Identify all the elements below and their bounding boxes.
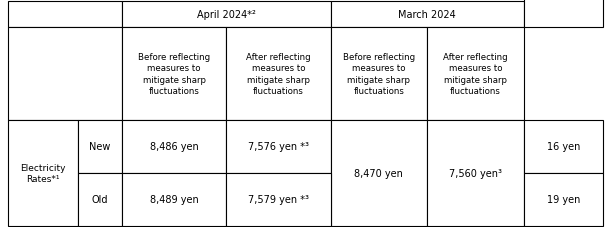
Text: Old: Old (92, 195, 108, 205)
Text: 8,470 yen: 8,470 yen (354, 168, 403, 178)
Bar (331, 28, 427, 120)
Text: April 2024*²: April 2024*² (197, 10, 256, 20)
Text: 19 yen: 19 yen (547, 195, 580, 205)
Text: 7,560 yen³: 7,560 yen³ (449, 168, 502, 178)
Bar (122, 28, 226, 120)
Text: 7,576 yen *³: 7,576 yen *³ (248, 142, 309, 152)
Bar (427, 28, 524, 120)
Text: Before reflecting
measures to
mitigate sharp
fluctuations: Before reflecting measures to mitigate s… (343, 53, 415, 96)
Text: 16 yen: 16 yen (547, 142, 580, 152)
Text: March 2024: March 2024 (398, 10, 456, 20)
Text: After reflecting
measures to
mitigate sharp
fluctuations: After reflecting measures to mitigate sh… (246, 53, 311, 96)
Bar (8, 2, 122, 28)
Bar (122, 2, 331, 28)
Bar (122, 120, 226, 173)
Bar (8, 28, 122, 120)
Bar (331, 2, 524, 28)
Bar (524, 173, 603, 226)
Text: New: New (89, 142, 111, 152)
Text: 7,579 yen *³: 7,579 yen *³ (248, 195, 309, 205)
Bar (331, 120, 427, 226)
Bar (78, 173, 122, 226)
Text: Electricity
Rates*¹: Electricity Rates*¹ (20, 163, 65, 183)
Bar (78, 120, 122, 173)
Text: After reflecting
measures to
mitigate sharp
fluctuations: After reflecting measures to mitigate sh… (443, 53, 508, 96)
Bar (226, 120, 331, 173)
Text: 8,489 yen: 8,489 yen (150, 195, 199, 205)
Bar (524, 120, 603, 173)
Bar (8, 120, 78, 226)
Bar (427, 120, 524, 226)
Bar (226, 173, 331, 226)
Text: Before reflecting
measures to
mitigate sharp
fluctuations: Before reflecting measures to mitigate s… (138, 53, 210, 96)
Bar (122, 173, 226, 226)
Text: 8,486 yen: 8,486 yen (150, 142, 199, 152)
Bar (524, 0, 603, 28)
Bar (226, 28, 331, 120)
